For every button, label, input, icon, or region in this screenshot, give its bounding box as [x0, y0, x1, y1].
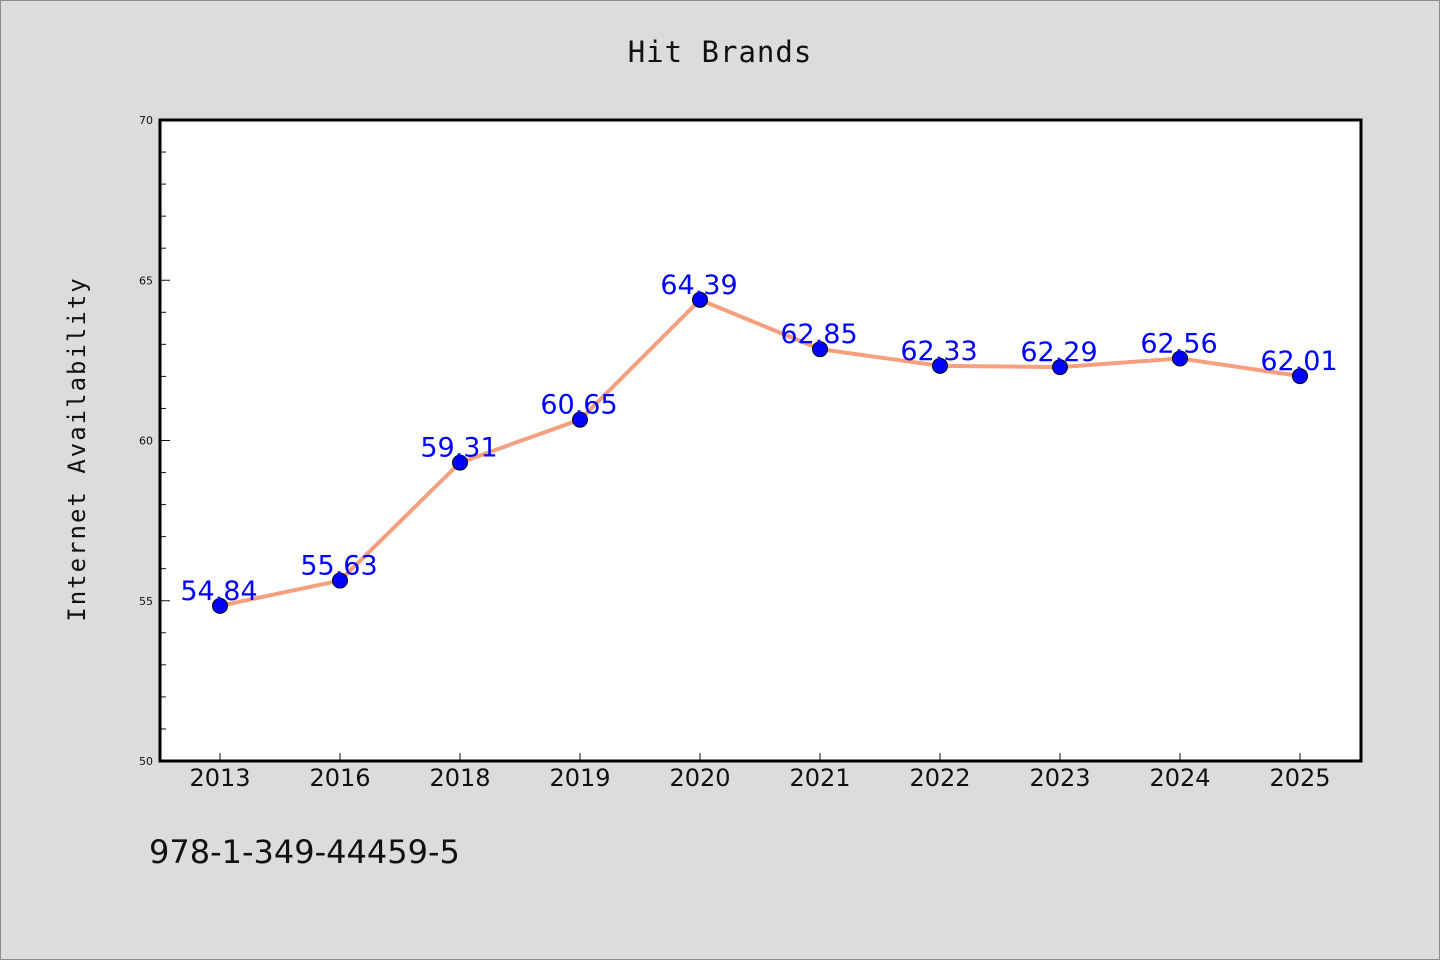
plot-frame: [158, 118, 1363, 763]
data-point: [1292, 368, 1308, 385]
x-tick-label: 2022: [909, 764, 970, 792]
plot-area: [160, 120, 1361, 761]
x-tick-label: 2021: [789, 764, 850, 792]
y-tick-label: 65: [139, 274, 153, 287]
x-tick-label: 2013: [189, 764, 250, 792]
data-point: [692, 291, 708, 308]
x-tick-label: 2020: [669, 764, 730, 792]
chart-title: Hit Brands: [627, 35, 813, 69]
x-tick-label: 2016: [309, 764, 370, 792]
series-line: [218, 297, 1302, 608]
data-point: [1172, 350, 1188, 367]
data-point: [932, 357, 948, 374]
y-tick-label: 70: [139, 114, 153, 127]
data-label: 62.01: [1260, 346, 1337, 377]
data-point: [812, 341, 828, 358]
x-tick-label: 2023: [1029, 764, 1090, 792]
data-label: 64.39: [660, 270, 737, 301]
data-label: 62.33: [900, 336, 977, 367]
data-point: [332, 572, 348, 589]
data-label: 55.63: [300, 551, 377, 582]
data-label: 62.85: [780, 319, 857, 350]
x-tick-label: 2019: [549, 764, 610, 792]
data-label: 59.31: [420, 433, 497, 464]
isbn-annotation: 978-1-349-44459-5: [149, 833, 460, 871]
data-point: [212, 597, 228, 614]
x-tick-label: 2018: [429, 764, 490, 792]
data-label: 62.29: [1020, 337, 1097, 368]
y-tick-label: 50: [139, 755, 153, 768]
y-tick-label: 60: [139, 435, 153, 448]
data-point: [572, 411, 588, 428]
data-label: 54.84: [180, 576, 257, 607]
data-point: [452, 454, 468, 471]
data-label: 60.65: [540, 390, 617, 421]
data-point: [1052, 359, 1068, 376]
x-tick-label: 2024: [1149, 764, 1210, 792]
data-label: 62.56: [1140, 328, 1217, 359]
x-tick-label: 2025: [1269, 764, 1330, 792]
y-tick-label: 55: [139, 595, 153, 608]
